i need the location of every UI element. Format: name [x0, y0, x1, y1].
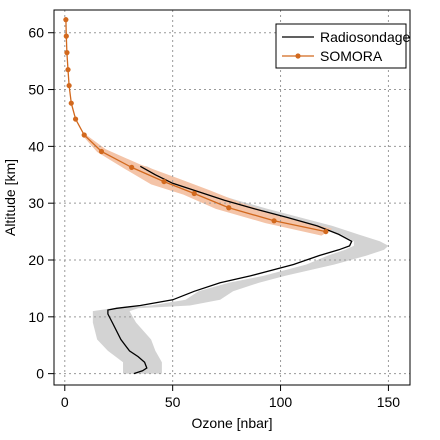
y-tick-label: 0: [36, 366, 44, 382]
series-point-1: [63, 17, 69, 23]
x-tick-label: 50: [165, 394, 181, 410]
y-tick-label: 30: [28, 195, 44, 211]
plot-frame: [53, 9, 411, 386]
x-tick-label: 100: [269, 394, 293, 410]
series-point-1: [65, 67, 71, 73]
y-axis-ticks: 0 10 20 30 40 50 60: [28, 25, 54, 382]
y-tick-label: 40: [28, 138, 44, 154]
series-point-1: [323, 228, 329, 235]
uncertainty-bands: [82, 135, 389, 374]
series-point-1: [64, 50, 70, 56]
uncertainty-band-0: [92, 166, 389, 374]
series-point-1: [81, 132, 87, 138]
series-point-1: [66, 82, 72, 89]
series-point-1: [271, 218, 277, 224]
y-tick-label: 50: [28, 82, 44, 98]
x-tick-label: 150: [377, 394, 401, 410]
series-points: [63, 17, 329, 235]
y-tick-label: 20: [28, 252, 44, 268]
series-point-1: [98, 148, 105, 155]
y-axis-label: Altitude [km]: [2, 159, 18, 236]
series-point-1: [63, 33, 69, 39]
y-tick-label: 60: [28, 25, 44, 41]
series-point-1: [68, 100, 74, 106]
series-point-1: [129, 164, 135, 170]
y-tick-label: 10: [28, 309, 44, 325]
series-point-1: [226, 205, 232, 211]
legend-label-radiosondage: Radiosondage: [320, 29, 411, 45]
uncertainty-band-1: [82, 135, 333, 236]
legend: Radiosondage SOMORA: [275, 23, 411, 69]
series-point-1: [72, 116, 79, 122]
x-axis-ticks: 0 50 100 150: [61, 385, 400, 410]
legend-label-somora: SOMORA: [320, 48, 383, 64]
x-tick-label: 0: [61, 394, 69, 410]
legend-box: [275, 23, 407, 69]
series-line-0: [107, 165, 353, 375]
x-axis-label: Ozone [nbar]: [192, 415, 273, 431]
series-point-1: [161, 178, 167, 185]
series-point-1: [191, 190, 197, 197]
legend-marker-somora: [295, 53, 301, 59]
